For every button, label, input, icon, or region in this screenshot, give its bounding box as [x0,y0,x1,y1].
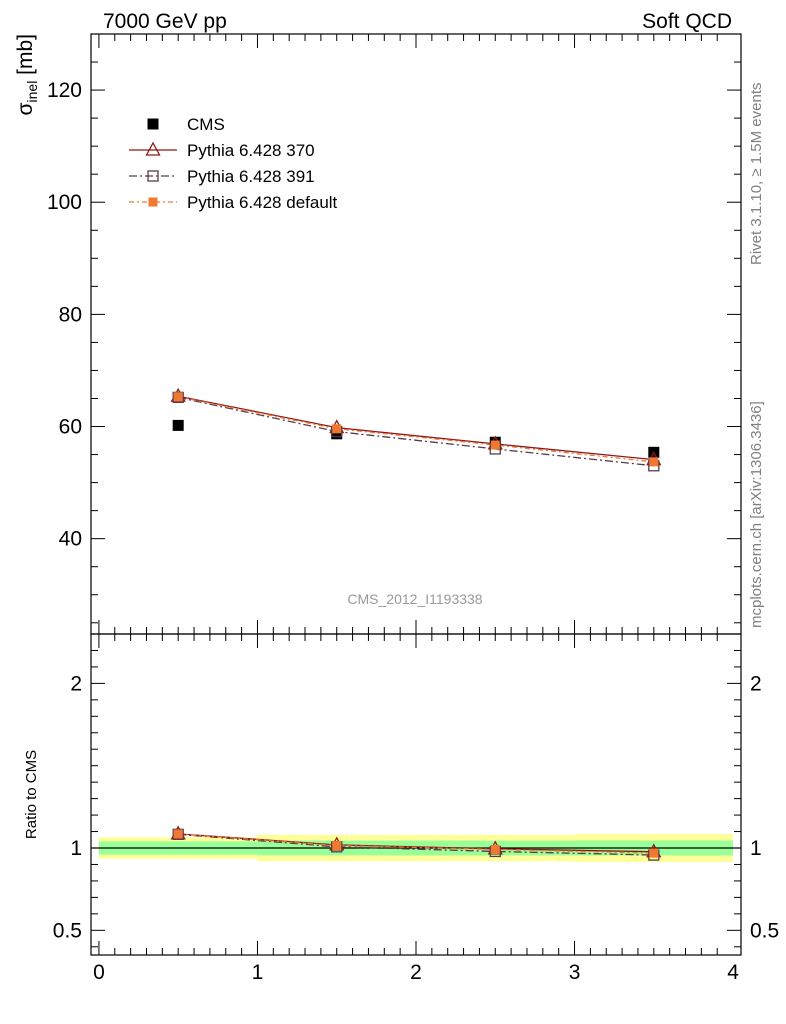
mcplots-label: mcplots.cern.ch [arXiv:1306.3436] [748,401,765,628]
legend-label: CMS [187,115,225,134]
ratio-point-3 [649,848,659,858]
ratio-panel: 0 1 2 3 4 0.5 0.5 1 1 2 2 Ratio to CMS [23,633,779,984]
series-line-2 [178,396,654,467]
ratio-line-2 [178,833,654,856]
x-tick-label: 2 [410,961,422,984]
analysis-id-label: CMS_2012_I1193338 [347,591,482,607]
ratio-y-tick-label: 0.5 [53,919,82,942]
ratio-y-axis-label: Ratio to CMS [23,750,40,839]
legend-label: Pythia 6.428 default [187,193,338,212]
ratio-point-3 [490,844,500,854]
series-line-3 [178,396,654,463]
series-line-1 [178,395,654,461]
data-point-0 [331,428,343,440]
legend-label: Pythia 6.428 370 [187,141,315,160]
x-tick-label: 1 [252,961,264,984]
data-point-3 [173,392,183,402]
ratio-frame [90,633,742,956]
y-tick-label: 120 [47,79,82,102]
x-tick-label: 3 [569,961,581,984]
main-panel: 40 60 80 100 120 σinel [mb] CMS Pythia 6.428 37… [14,33,742,635]
legend-label: Pythia 6.428 391 [187,167,315,186]
ratio-point-3 [332,841,342,851]
data-point-3 [332,424,342,434]
legend-marker [145,141,161,156]
y-tick-label: 80 [59,303,82,326]
x-tick-label: 0 [93,961,105,984]
ratio-point-3 [173,829,183,839]
data-point-3 [649,457,659,467]
ratio-y-tick-label-right: 0.5 [750,919,779,942]
y-tick-label: 60 [59,416,82,439]
legend-marker [148,197,158,207]
ratio-y-tick-label: 2 [70,672,82,695]
energy-label: 7000 GeV pp [103,10,227,33]
ratio-line-3 [178,833,654,854]
y-tick-label: 40 [59,528,82,551]
ratio-y-tick-label: 1 [70,837,82,860]
rivet-label: Rivet 3.1.10, ≥ 1.5M events [748,83,765,266]
x-tick-label: 4 [727,961,739,984]
data-point-3 [490,440,500,450]
ratio-y-tick-label-right: 1 [750,837,762,860]
y-tick-label: 100 [47,191,82,214]
data-point-0 [172,419,184,431]
legend-marker-cms [147,118,159,130]
legend-marker [147,170,159,182]
ratio-y-tick-label-right: 2 [750,672,762,695]
y-axis-label: σinel [mb] [14,34,40,115]
process-label: Soft QCD [642,10,732,33]
ratio-point-2 [172,828,184,840]
